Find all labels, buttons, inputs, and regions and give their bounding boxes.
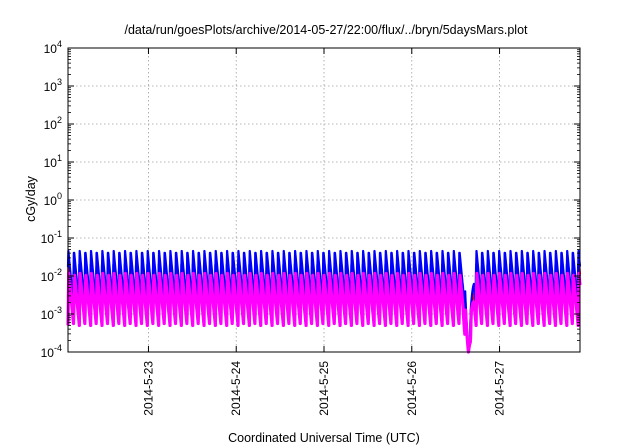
y-tick-label: 10-1 [41, 229, 62, 246]
series-line [66, 249, 582, 354]
y-tick-label: 104 [44, 39, 62, 56]
y-tick-label: 10-4 [41, 343, 62, 360]
y-tick-label: 101 [44, 153, 62, 170]
axes: 10-4 10-3 10-2 10-1 100 101 102 103 104 2014-5-23… [41, 39, 581, 416]
plot-frame [67, 47, 581, 353]
y-axis-label: cGy/day [24, 175, 38, 222]
plot-area [66, 249, 582, 354]
x-tick-label: 2014-5-25 [317, 361, 331, 416]
x-axis-label: Coordinated Universal Time (UTC) [228, 431, 420, 445]
x-tick-label: 2014-5-27 [493, 361, 507, 416]
chart-title: /data/run/goesPlots/archive/2014-05-27/2… [124, 23, 528, 37]
y-tick-label: 103 [44, 77, 62, 94]
y-tick-label: 10-3 [41, 305, 62, 322]
x-tick-label: 2014-5-26 [405, 361, 419, 416]
x-tick-label: 2014-5-24 [229, 361, 243, 416]
y-tick-label: 10-2 [41, 267, 62, 284]
y-tick-label: 102 [44, 115, 62, 132]
x-tick-label: 2014-5-23 [141, 361, 155, 416]
series-line [66, 271, 582, 354]
y-tick-label: 100 [44, 191, 62, 208]
